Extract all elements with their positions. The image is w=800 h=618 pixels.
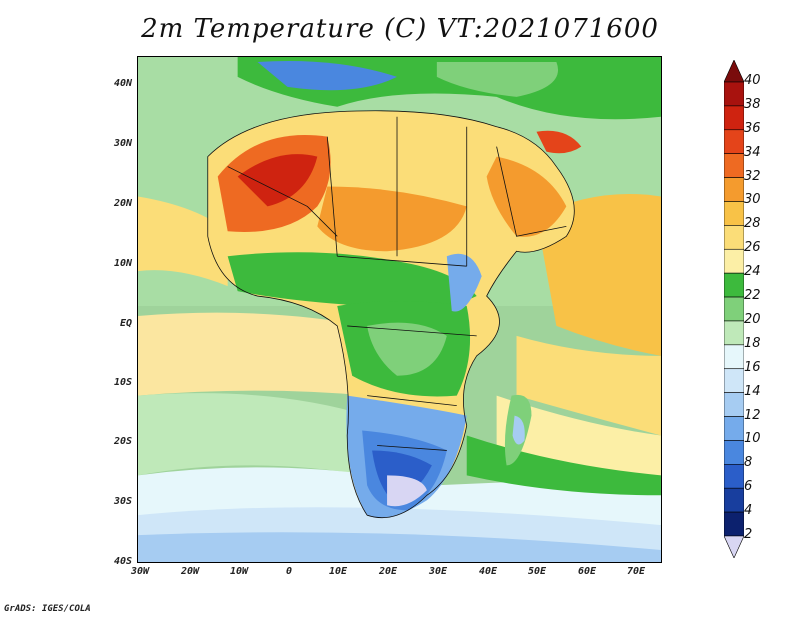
colorbar-label: 18 — [744, 335, 761, 351]
colorbar-swatch — [724, 296, 744, 322]
colorbar-label: 20 — [744, 311, 761, 327]
colorbar-swatch — [724, 201, 744, 226]
lon-label: 70E — [626, 566, 646, 577]
colorbar-swatch — [724, 416, 744, 441]
lon-label: 10E — [328, 566, 348, 577]
lat-label: 40S — [113, 556, 132, 567]
lat-label: 30N — [113, 138, 132, 149]
colorbar-swatch — [724, 177, 744, 202]
colorbar-label: 6 — [744, 479, 753, 495]
lat-label: 20S — [113, 436, 132, 447]
lon-label: 20E — [378, 566, 398, 577]
colorbar-label: 8 — [744, 455, 753, 471]
credit-label: GrADS: IGES/COLA — [4, 604, 91, 614]
colorbar-swatch — [724, 129, 744, 154]
lon-label: 30E — [428, 566, 448, 577]
lat-label: 10N — [113, 258, 132, 269]
colorbar-label: 10 — [744, 431, 761, 447]
colorbar-bottom-arrow — [724, 535, 744, 558]
colorbar-swatch — [724, 392, 744, 417]
colorbar-swatch — [724, 248, 744, 274]
colorbar-swatch — [724, 464, 744, 489]
colorbar-label: 22 — [744, 288, 761, 304]
colorbar-swatch — [724, 272, 744, 298]
colorbar-label: 32 — [744, 168, 761, 184]
colorbar-swatch — [724, 511, 744, 537]
colorbar-label: 26 — [744, 240, 761, 256]
colorbar — [724, 60, 744, 558]
colorbar-swatch — [724, 440, 744, 465]
colorbar-label: 38 — [744, 96, 761, 112]
colorbar-label: 30 — [744, 192, 761, 208]
colorbar-swatch — [724, 81, 744, 107]
lat-label: 30S — [113, 496, 132, 507]
colorbar-label: 24 — [744, 264, 761, 280]
colorbar-swatch — [724, 105, 744, 131]
lon-label: 40E — [478, 566, 498, 577]
colorbar-label: 36 — [744, 120, 761, 136]
lon-label: 10W — [229, 566, 249, 577]
temperature-map[interactable] — [137, 56, 662, 563]
map-title: 2m Temperature (C) VT:2021071600 — [141, 14, 659, 44]
lat-label: 20N — [113, 198, 132, 209]
colorbar-label: 12 — [744, 407, 761, 423]
lon-label: 20W — [180, 566, 200, 577]
colorbar-label: 28 — [744, 216, 761, 232]
lon-label: 30W — [130, 566, 150, 577]
colorbar-label: 40 — [744, 73, 761, 88]
colorbar-swatch — [724, 153, 744, 178]
colorbar-label: 4 — [744, 503, 753, 519]
lat-label: 40N — [113, 78, 132, 89]
colorbar-label: 14 — [744, 383, 761, 399]
colorbar-label: 34 — [744, 144, 761, 160]
lon-label: 0 — [285, 566, 293, 577]
colorbar-swatch — [724, 368, 744, 393]
lon-label: 60E — [577, 566, 597, 577]
lon-label: 50E — [527, 566, 547, 577]
colorbar-swatch — [724, 320, 744, 346]
colorbar-top-arrow — [724, 60, 744, 83]
colorbar-swatch — [724, 344, 744, 370]
colorbar-swatch — [724, 487, 744, 513]
lat-label: 10S — [113, 377, 132, 388]
colorbar-swatch — [724, 225, 744, 250]
colorbar-label: 16 — [744, 359, 761, 375]
colorbar-label: 2 — [744, 527, 753, 542]
lat-label: EQ — [119, 318, 132, 329]
